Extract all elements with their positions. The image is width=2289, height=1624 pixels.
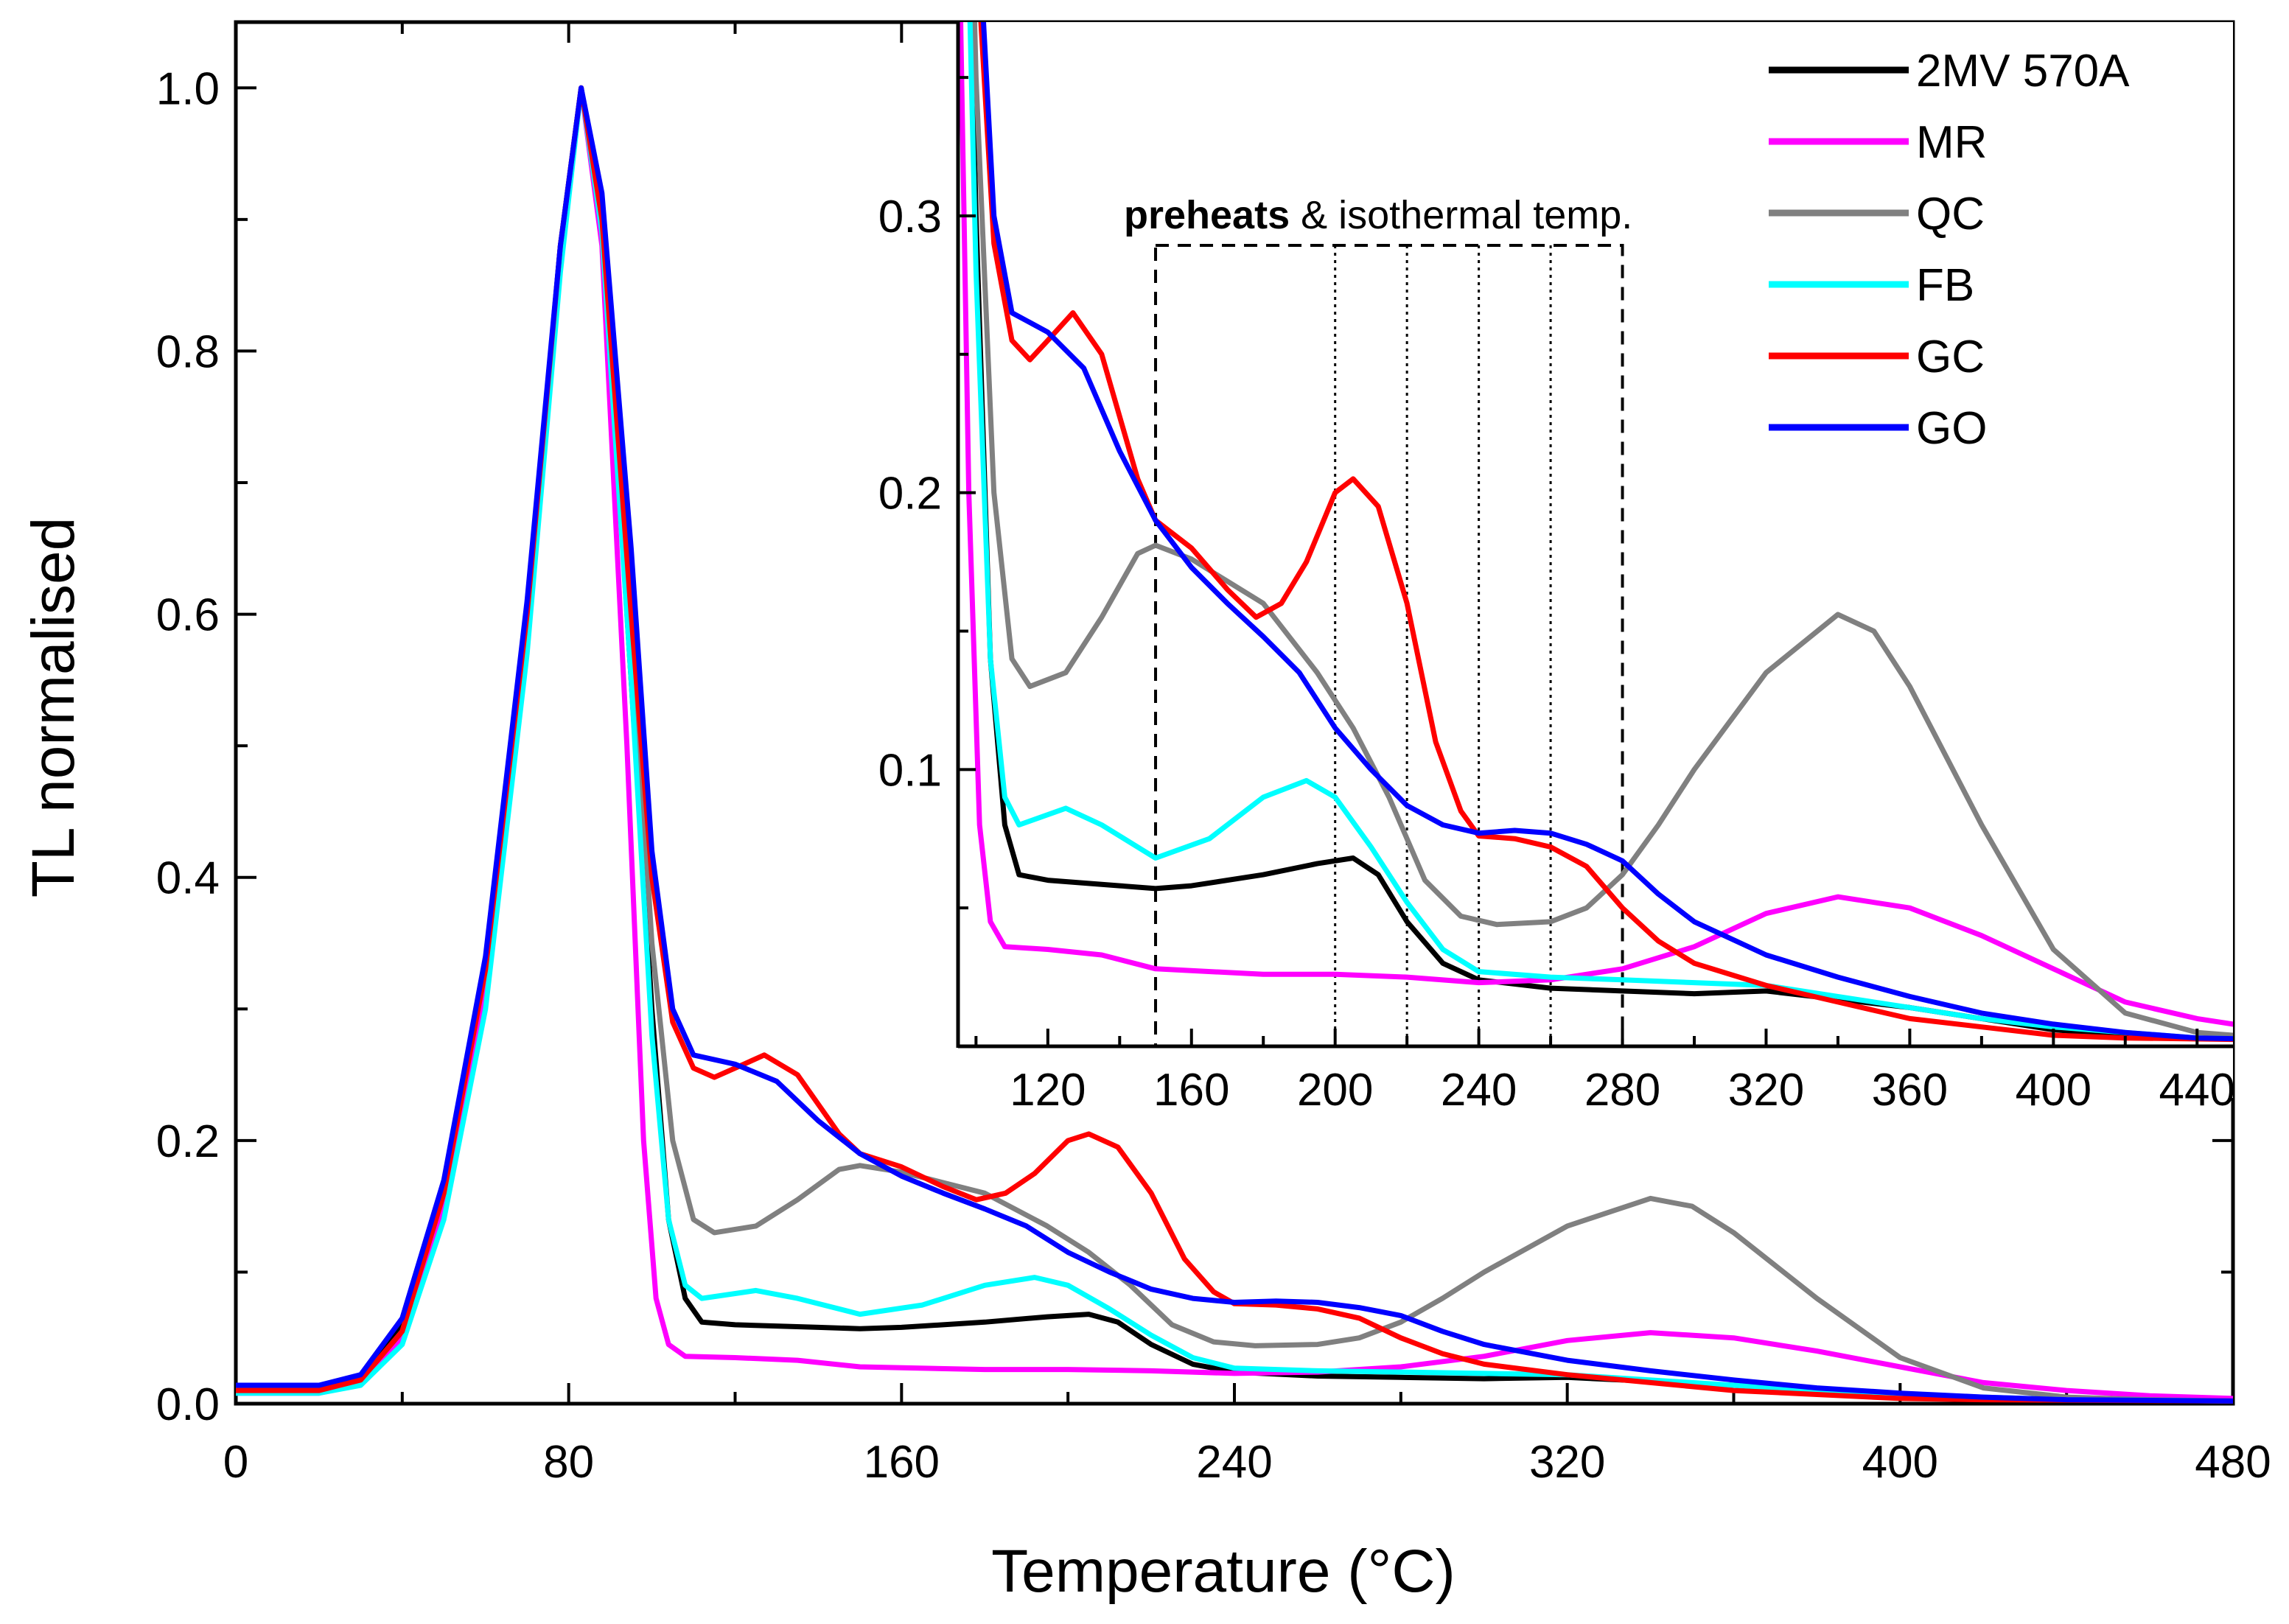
inset-x-tick-label: 280 xyxy=(1584,1065,1660,1116)
inset-plot: preheats & isothermal temp. 120 160 200 240… xyxy=(878,22,2235,1116)
legend-label: GC xyxy=(1916,332,1985,382)
main-x-tick-label: 0 xyxy=(223,1437,248,1488)
preheat-rest-text: & isothermal temp. xyxy=(1290,193,1632,237)
inset-axis-ticks: 120 160 200 240 280 320 360 400 440 0.1 0.2 0.3 xyxy=(878,76,2235,1116)
inset-x-tick-label: 440 xyxy=(2159,1065,2235,1116)
inset-x-tick-label: 320 xyxy=(1728,1065,1804,1116)
main-x-tick-label: 80 xyxy=(543,1437,594,1488)
inset-series-gc xyxy=(978,22,2233,1043)
inset-x-tick-label: 240 xyxy=(1441,1065,1517,1116)
main-series-go xyxy=(236,85,2234,1404)
main-y-tick-label: 1.0 xyxy=(156,63,220,114)
legend-label: GO xyxy=(1916,403,1987,454)
inset-x-tick-label: 200 xyxy=(1297,1065,1373,1116)
preheat-annotation: preheats & isothermal temp. xyxy=(1124,193,1632,1048)
main-y-tick-label: 0.6 xyxy=(156,590,220,641)
inset-y-tick-label: 0.1 xyxy=(878,745,942,796)
main-x-tick-label: 240 xyxy=(1196,1437,1272,1488)
preheat-range-box xyxy=(1154,244,1624,1048)
inset-y-tick-label: 0.2 xyxy=(878,469,942,519)
main-x-tick-label: 320 xyxy=(1529,1437,1605,1488)
legend-label: 2MV 570A xyxy=(1916,46,2130,97)
preheat-annotation-label: preheats & isothermal temp. xyxy=(1124,193,1632,237)
main-y-tick-label: 0.8 xyxy=(156,326,220,377)
main-y-tick-label: 0.0 xyxy=(156,1379,220,1430)
main-x-tick-label: 160 xyxy=(864,1437,940,1488)
main-x-tick-label: 400 xyxy=(1862,1437,1938,1488)
inset-plot-background xyxy=(958,22,2233,1098)
legend: 2MV 570A MR QC FB GC GO xyxy=(1769,46,2130,454)
inset-y-tick-label: 0.3 xyxy=(878,192,942,242)
inset-series-go xyxy=(981,22,2233,1042)
main-x-tick-label: 480 xyxy=(2195,1437,2271,1488)
y-axis-title: TL normalised xyxy=(20,517,87,898)
x-axis-title: Temperature (°C) xyxy=(991,1538,1455,1605)
inset-x-tick-label: 160 xyxy=(1153,1065,1229,1116)
inset-x-tick-label: 360 xyxy=(1872,1065,1948,1116)
main-y-tick-label: 0.2 xyxy=(156,1116,220,1167)
inset-series-lines xyxy=(958,22,2233,1043)
main-plot: 0 80 160 240 320 400 480 0.0 0.2 0.4 0.6 0.8 1.0 Tem… xyxy=(20,20,2271,1605)
preheat-bold-text: preheats xyxy=(1124,193,1290,237)
main-series-lines xyxy=(236,85,2234,1404)
inset-series-2mv-570a xyxy=(968,22,2233,1042)
inset-series-fb xyxy=(967,22,2233,1042)
inset-x-tick-label: 120 xyxy=(1010,1065,1086,1116)
legend-label: FB xyxy=(1916,260,1974,311)
main-y-tick-label: 0.4 xyxy=(156,853,220,904)
inset-series-mr xyxy=(958,22,2233,1027)
legend-label: QC xyxy=(1916,189,1985,239)
inset-x-tick-label: 400 xyxy=(2016,1065,2091,1116)
legend-label: MR xyxy=(1916,117,1987,168)
main-axis-ticks: 0 80 160 240 320 400 480 0.0 0.2 0.4 0.6 0.8 1.0 xyxy=(156,22,2271,1488)
inset-series-qc xyxy=(971,22,2233,1038)
